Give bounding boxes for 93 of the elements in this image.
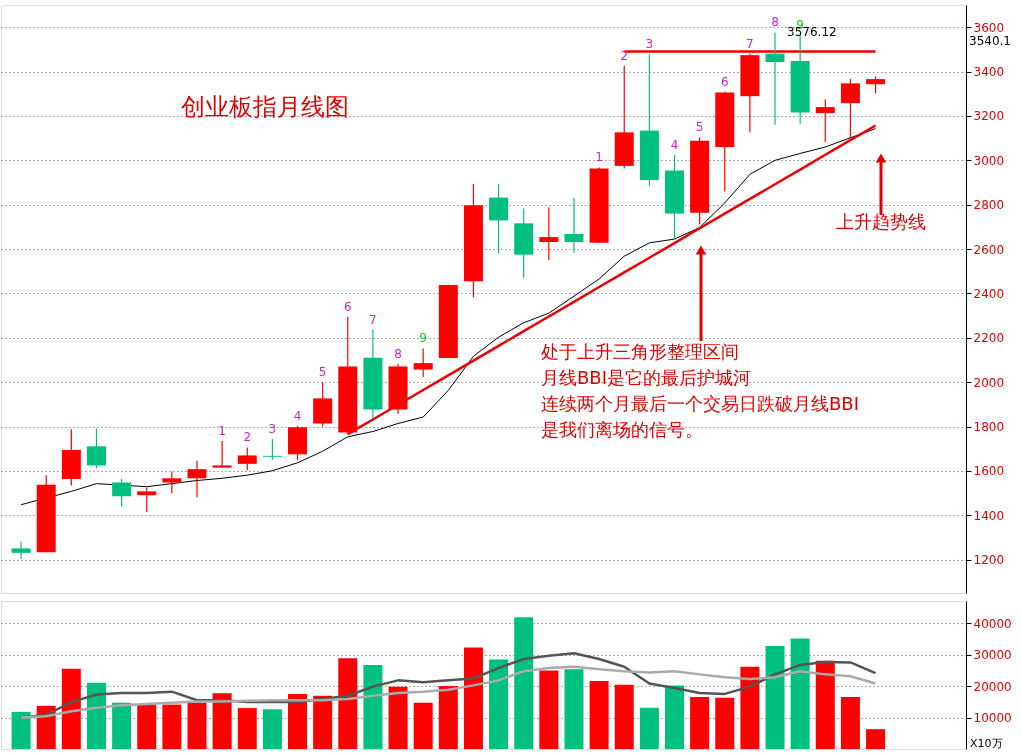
candlestick xyxy=(212,440,232,469)
bar xyxy=(463,647,483,749)
bar xyxy=(690,697,710,749)
candlestick xyxy=(137,486,157,513)
bar xyxy=(665,685,684,749)
bar xyxy=(313,695,333,749)
bar xyxy=(438,686,458,749)
y-tick-label: 20000 xyxy=(973,679,1012,694)
annotation: 1 xyxy=(595,150,603,165)
bar xyxy=(840,697,860,749)
bar xyxy=(61,668,81,749)
annotation: 7 xyxy=(746,36,754,51)
annotation: 是我们离场的信号。 xyxy=(541,419,703,440)
bar xyxy=(162,704,182,749)
y-tick-label: 2800 xyxy=(973,198,1005,213)
candlestick xyxy=(262,438,282,461)
bar xyxy=(639,707,659,749)
bar xyxy=(514,617,534,749)
candlestick xyxy=(413,347,433,378)
bar xyxy=(237,708,257,749)
bar xyxy=(765,646,785,749)
bar xyxy=(112,702,132,749)
y-axis-title: X10万 xyxy=(970,737,1003,750)
candlestick xyxy=(539,206,559,261)
annotation: 上升趋势线 xyxy=(836,211,926,232)
annotation: 2 xyxy=(243,430,252,445)
candlestick xyxy=(187,460,207,498)
annotation: 4 xyxy=(293,408,302,423)
candlestick xyxy=(815,98,835,143)
bar xyxy=(740,666,760,749)
annotation: 3 xyxy=(645,37,654,52)
bar xyxy=(539,670,559,749)
candlestick xyxy=(112,478,132,508)
y-tick-label: 2200 xyxy=(973,331,1005,346)
bar xyxy=(413,702,433,749)
candlestick xyxy=(11,540,31,560)
bar xyxy=(614,684,634,749)
bar xyxy=(589,680,609,749)
candlestick xyxy=(86,427,106,469)
annotation: 5 xyxy=(318,365,327,380)
candlestick xyxy=(564,197,584,253)
annotation: 6 xyxy=(343,299,352,314)
bar xyxy=(363,664,383,749)
candlestick xyxy=(237,446,257,471)
bar xyxy=(288,693,308,749)
annotation: 2 xyxy=(620,48,629,63)
y-tick-label: 10000 xyxy=(973,711,1012,726)
line-series xyxy=(19,665,877,719)
annotation: 连续两个月最后一个交易日跌破月线BBI xyxy=(541,393,860,414)
bar xyxy=(137,704,157,749)
y-tick-label: 3200 xyxy=(973,109,1005,124)
bar xyxy=(866,729,886,749)
y-tick-label: 2000 xyxy=(973,375,1005,390)
y-tick-label: 3400 xyxy=(973,65,1005,80)
annotation: 5 xyxy=(695,120,704,135)
bar xyxy=(388,686,408,749)
bar xyxy=(11,711,31,749)
bar xyxy=(815,660,835,749)
annotation: 1 xyxy=(218,424,226,439)
text: 3540.1 xyxy=(969,34,1011,48)
y-tick-label: 3000 xyxy=(973,153,1005,168)
bar xyxy=(212,693,232,749)
bar xyxy=(338,658,358,749)
y-tick-label: 1600 xyxy=(973,464,1005,479)
annotation: 月线BBI是它的最后护城河 xyxy=(541,367,752,388)
bar xyxy=(187,702,207,749)
candlestick xyxy=(489,183,509,255)
annotation: 9 xyxy=(419,331,427,346)
annotation: 8 xyxy=(771,15,779,30)
bar xyxy=(489,659,509,749)
text: 创业板指月线图 xyxy=(181,93,349,121)
candlestick xyxy=(765,31,785,126)
candlestick xyxy=(840,78,860,139)
candlestick xyxy=(162,470,182,494)
y-tick-label: 1400 xyxy=(973,508,1005,523)
bar xyxy=(564,669,584,749)
y-tick-label: 2600 xyxy=(973,242,1005,257)
annotation: 8 xyxy=(394,346,402,361)
y-tick-label: 30000 xyxy=(973,648,1012,663)
y-tick-label: 3600 xyxy=(973,20,1005,35)
bar xyxy=(262,709,282,749)
bar xyxy=(715,697,735,749)
annotation: 4 xyxy=(670,138,679,153)
annotation: 3 xyxy=(268,422,277,437)
y-tick-label: 1200 xyxy=(973,553,1005,568)
annotation: 处于上升三角形整理区间 xyxy=(541,341,739,362)
bar xyxy=(86,682,106,749)
y-tick-label: 1800 xyxy=(973,420,1005,435)
y-tick-label: 40000 xyxy=(973,616,1012,631)
y-tick-label: 2400 xyxy=(973,286,1005,301)
annotation: 6 xyxy=(720,74,729,89)
bar xyxy=(790,638,810,749)
annotation: 7 xyxy=(369,312,377,327)
